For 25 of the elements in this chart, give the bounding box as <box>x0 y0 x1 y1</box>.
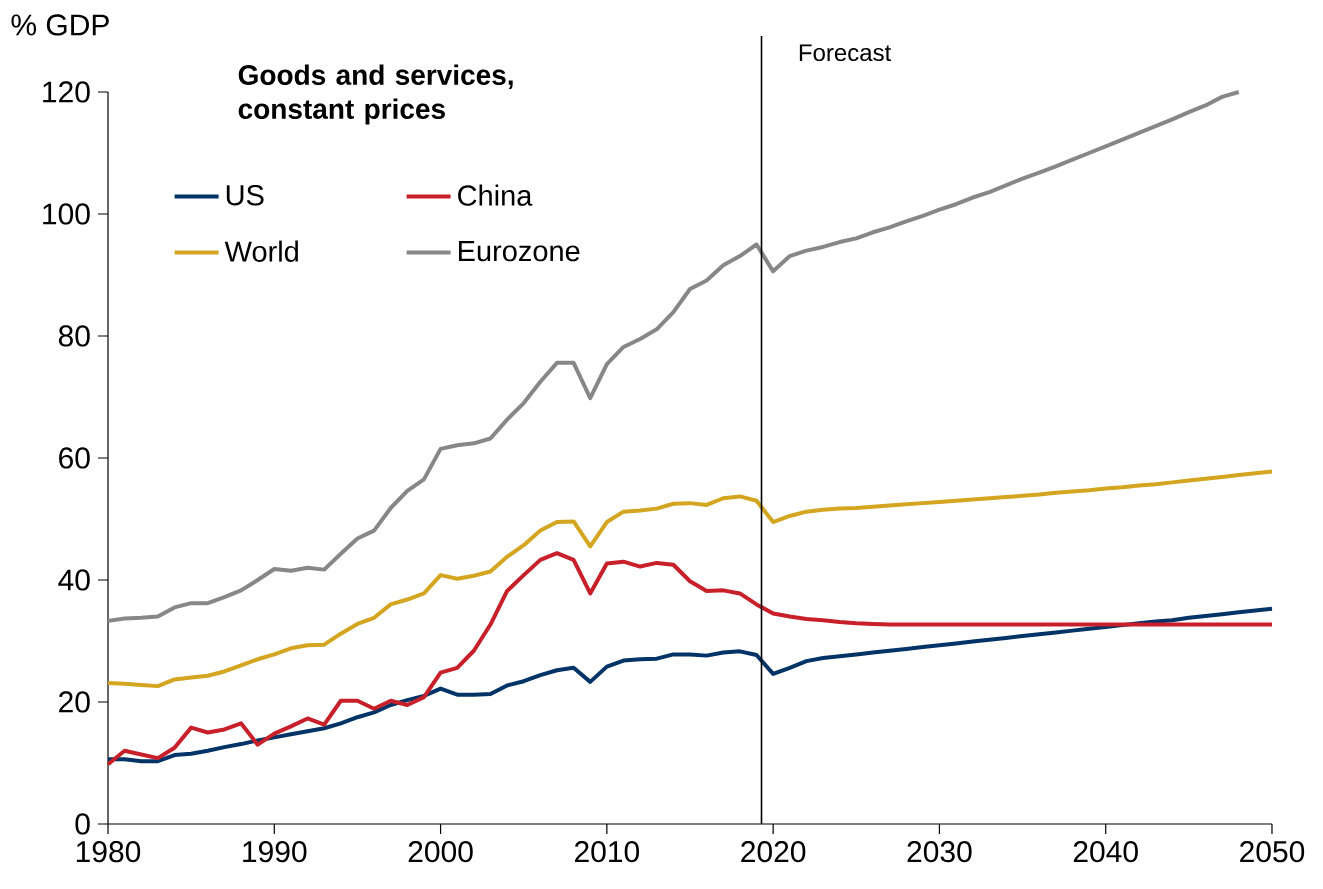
x-tick-label: 2000 <box>408 841 473 863</box>
y-tick-label: 60 <box>59 447 90 469</box>
y-tick-label: 40 <box>58 569 90 591</box>
x-tick-label: 2040 <box>1073 841 1138 863</box>
line-series <box>106 469 1274 689</box>
x-tick-label: 2050 <box>1240 841 1305 863</box>
ref-line-label: Forecast <box>799 44 892 62</box>
x-tick-label: 2010 <box>575 841 640 863</box>
chart-title: Goods and services, constant prices <box>238 64 513 125</box>
y-tick-label: 80 <box>58 325 90 347</box>
y-axis-title: % GDP <box>11 14 109 36</box>
line-series <box>106 606 1274 764</box>
legend-label: US <box>226 184 264 206</box>
x-tick-label: 2030 <box>907 841 972 863</box>
x-tick-label: 1980 <box>76 841 141 863</box>
y-tick-label: 120 <box>43 81 90 103</box>
x-tick-label: 2020 <box>741 841 806 863</box>
legend-label: Eurozone <box>458 241 580 262</box>
legend-label: China <box>458 184 533 206</box>
x-tick-label: 1990 <box>243 841 307 863</box>
legend-label: World <box>224 240 298 262</box>
y-tick-label: 20 <box>59 691 90 713</box>
y-tick-label: 0 <box>75 813 90 835</box>
line-series <box>106 89 1241 623</box>
y-tick-label: 100 <box>43 203 90 225</box>
